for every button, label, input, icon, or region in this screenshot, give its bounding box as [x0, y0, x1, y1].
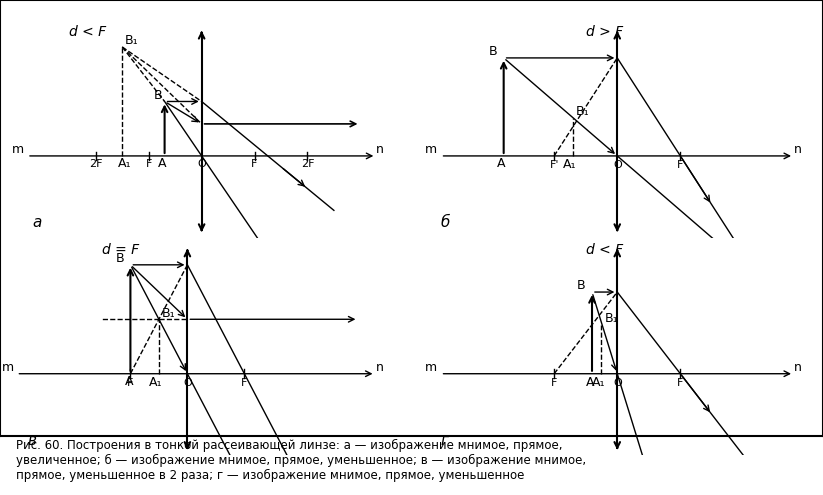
Text: F: F [551, 378, 557, 388]
Text: в: в [28, 433, 37, 447]
Text: d < F: d < F [69, 25, 106, 39]
Text: O: O [613, 378, 621, 388]
Text: F: F [241, 378, 248, 388]
Text: г: г [440, 433, 449, 447]
Text: O: O [198, 159, 206, 169]
Text: B₁: B₁ [162, 306, 175, 320]
Text: A₁: A₁ [592, 376, 605, 389]
Text: A₁: A₁ [119, 157, 132, 170]
Text: d = F: d = F [102, 243, 139, 257]
Text: A₁: A₁ [563, 158, 577, 171]
Text: B: B [116, 252, 125, 265]
Text: m: m [2, 361, 14, 374]
Text: Рис. 60. Построения в тонкой рассеивающей линзе: а — изображение мнимое, прямое,: Рис. 60. Построения в тонкой рассеивающе… [16, 439, 587, 482]
Text: а: а [32, 215, 42, 230]
Text: A: A [586, 376, 594, 389]
Text: 2F: 2F [300, 159, 314, 169]
Text: m: m [425, 143, 438, 156]
Text: 2F: 2F [89, 159, 103, 169]
Text: A: A [125, 375, 133, 388]
Text: F: F [146, 159, 152, 169]
Text: m: m [12, 143, 25, 156]
Text: B: B [489, 45, 497, 58]
Text: n: n [376, 143, 384, 156]
Text: A₁: A₁ [149, 376, 163, 389]
Text: n: n [375, 361, 384, 374]
Text: б: б [440, 215, 450, 230]
Text: F': F' [550, 160, 559, 170]
Text: B₁: B₁ [125, 34, 138, 48]
Text: F: F [128, 378, 133, 388]
Text: m: m [425, 361, 438, 374]
Text: d > F: d > F [586, 25, 623, 39]
Text: F: F [677, 378, 684, 388]
Text: d < F: d < F [586, 243, 623, 257]
Text: A: A [497, 157, 506, 170]
Text: n: n [794, 143, 802, 156]
Text: B: B [577, 279, 586, 293]
Text: O: O [183, 378, 192, 388]
Text: F: F [677, 160, 684, 170]
Text: O: O [613, 160, 621, 170]
Text: n: n [794, 361, 802, 374]
Text: B₁: B₁ [576, 105, 590, 118]
Text: F: F [251, 159, 258, 169]
Text: B: B [153, 89, 162, 102]
Text: A: A [158, 157, 166, 170]
Text: B₁: B₁ [605, 312, 618, 325]
